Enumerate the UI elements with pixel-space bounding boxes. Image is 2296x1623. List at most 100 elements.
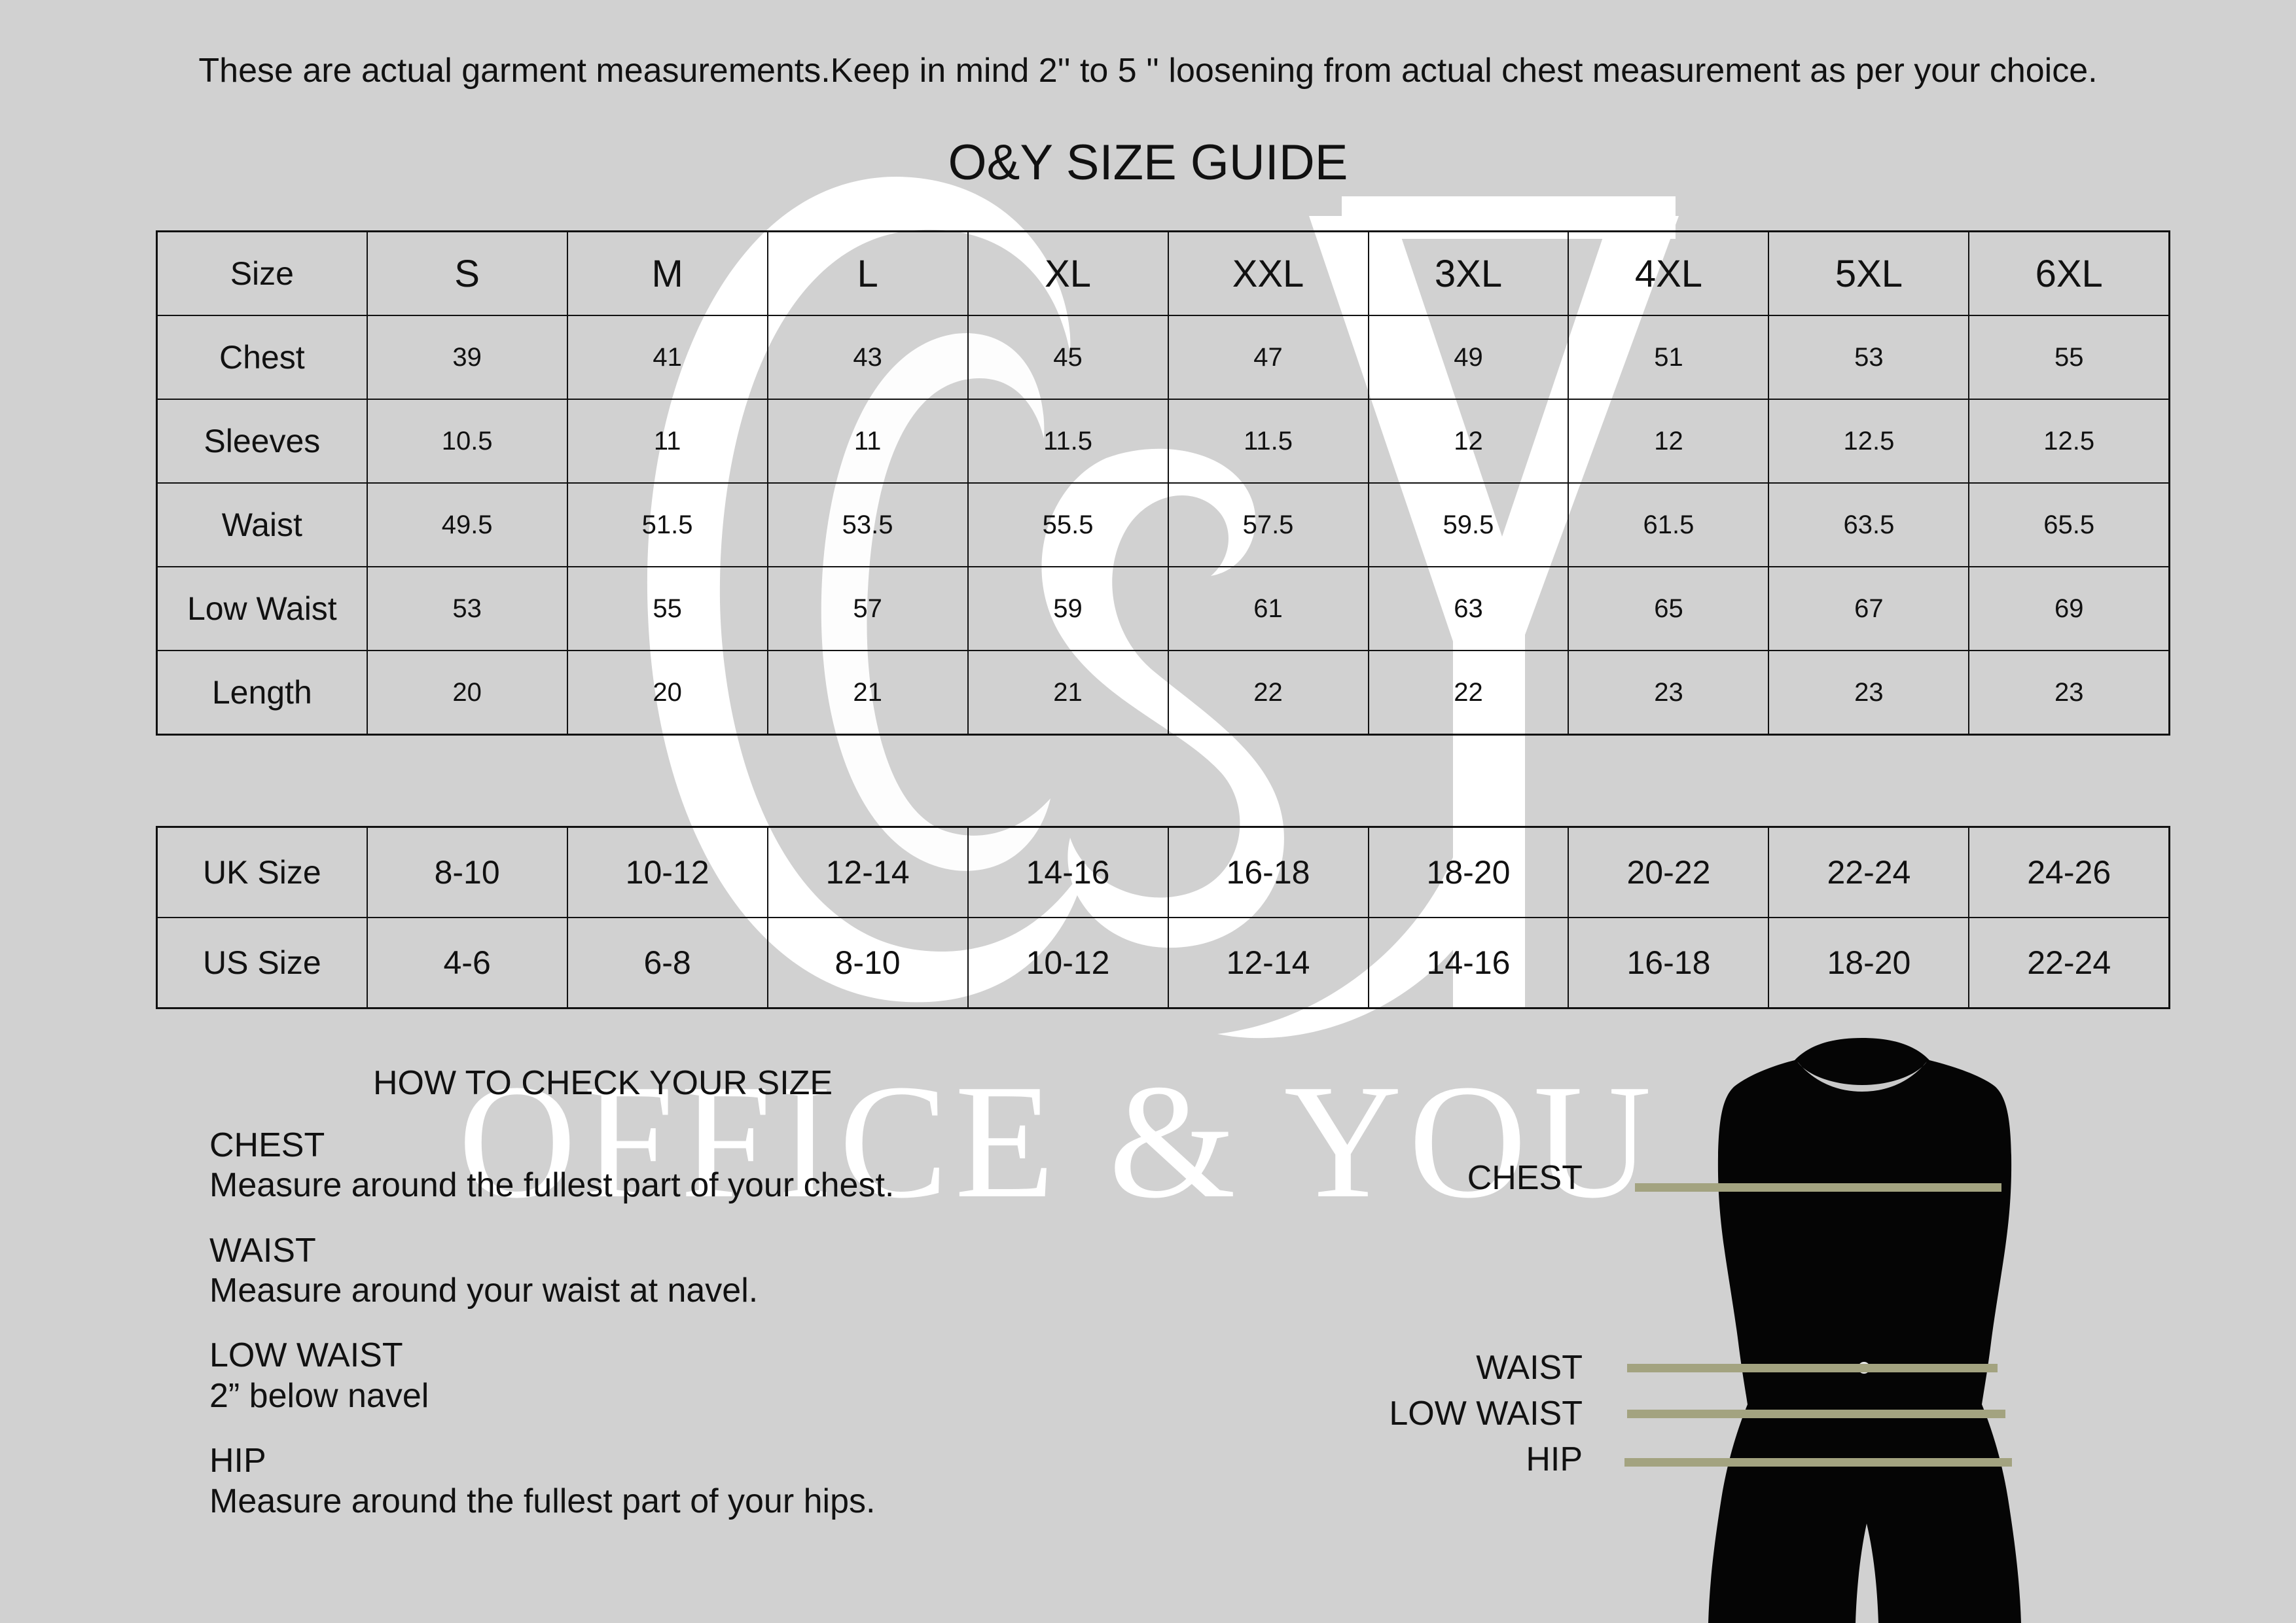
cell-sleeves-xxl: 11.5 xyxy=(1167,399,1369,484)
cell-waist-4xl: 61.5 xyxy=(1568,482,1770,567)
cell-length-xxl: 22 xyxy=(1167,650,1369,736)
cell-chest-4xl: 51 xyxy=(1568,315,1770,400)
table-header-row: Size S M L XL XXL 3XL 4XL 5XL 6XL xyxy=(156,230,2170,316)
cell-uk-6xl: 24-26 xyxy=(1968,826,2170,918)
cell-sleeves-l: 11 xyxy=(766,399,969,484)
cell-uk-l: 12-14 xyxy=(766,826,969,918)
table-row: Waist 49.5 51.5 53.5 55.5 57.5 59.5 61.5… xyxy=(156,482,2170,567)
cell-sleeves-m: 11 xyxy=(566,399,768,484)
cell-chest-6xl: 55 xyxy=(1968,315,2170,400)
mannequin-label-chest: CHEST xyxy=(1467,1159,1583,1197)
cell-length-4xl: 23 xyxy=(1568,650,1770,736)
cell-low-waist-6xl: 69 xyxy=(1968,566,2170,651)
cell-us-xxl: 12-14 xyxy=(1167,917,1369,1009)
cell-us-m: 6-8 xyxy=(566,917,768,1009)
header-size-xl: XL xyxy=(967,230,1169,316)
cell-sleeves-xl: 11.5 xyxy=(967,399,1169,484)
cell-sleeves-6xl: 12.5 xyxy=(1968,399,2170,484)
header-size-s: S xyxy=(366,230,568,316)
table-row: Sleeves 10.5 11 11 11.5 11.5 12 12 12.5 … xyxy=(156,399,2170,484)
cell-low-waist-s: 53 xyxy=(366,566,568,651)
cell-low-waist-5xl: 67 xyxy=(1768,566,1970,651)
header-size-3xl: 3XL xyxy=(1367,230,1570,316)
cell-low-waist-m: 55 xyxy=(566,566,768,651)
header-size-6xl: 6XL xyxy=(1968,230,2170,316)
cell-sleeves-3xl: 12 xyxy=(1367,399,1570,484)
cell-length-m: 20 xyxy=(566,650,768,736)
cell-waist-6xl: 65.5 xyxy=(1968,482,2170,567)
cell-low-waist-l: 57 xyxy=(766,566,969,651)
cell-chest-l: 43 xyxy=(766,315,969,400)
cell-waist-m: 51.5 xyxy=(566,482,768,567)
cell-chest-xl: 45 xyxy=(967,315,1169,400)
intro-note: These are actual garment measurements.Ke… xyxy=(198,52,2098,90)
cell-length-s: 20 xyxy=(366,650,568,736)
cell-uk-s: 8-10 xyxy=(366,826,568,918)
cell-waist-xl: 55.5 xyxy=(967,482,1169,567)
cell-low-waist-xl: 59 xyxy=(967,566,1169,651)
table-row: Chest 39 41 43 45 47 49 51 53 55 xyxy=(156,315,2170,400)
row-label-uk-size: UK Size xyxy=(156,826,368,918)
cell-length-3xl: 22 xyxy=(1367,650,1570,736)
row-label-length: Length xyxy=(156,650,368,736)
header-size-l: L xyxy=(766,230,969,316)
howto-list: CHEST Measure around the fullest part of… xyxy=(209,1126,1257,1546)
howto-desc-waist: Measure around your waist at navel. xyxy=(209,1272,759,1310)
page-title: O&Y SIZE GUIDE xyxy=(948,135,1348,190)
row-label-waist: Waist xyxy=(156,482,368,567)
cell-us-6xl: 22-24 xyxy=(1968,917,2170,1009)
howto-term-hip: HIP xyxy=(209,1442,266,1480)
cell-waist-3xl: 59.5 xyxy=(1367,482,1570,567)
cell-length-xl: 21 xyxy=(967,650,1169,736)
cell-us-3xl: 14-16 xyxy=(1367,917,1570,1009)
cell-us-5xl: 18-20 xyxy=(1768,917,1970,1009)
cell-length-5xl: 23 xyxy=(1768,650,1970,736)
cell-chest-m: 41 xyxy=(566,315,768,400)
row-label-sleeves: Sleeves xyxy=(156,399,368,484)
cell-low-waist-4xl: 65 xyxy=(1568,566,1770,651)
howto-term-low-waist: LOW WAIST xyxy=(209,1336,403,1375)
cell-sleeves-s: 10.5 xyxy=(366,399,568,484)
mannequin-figure xyxy=(1427,1034,2296,1623)
cell-us-xl: 10-12 xyxy=(967,917,1169,1009)
howto-item-waist: WAIST Measure around your waist at navel… xyxy=(209,1231,1257,1311)
table-row: US Size 4-6 6-8 8-10 10-12 12-14 14-16 1… xyxy=(156,917,2170,1009)
cell-sleeves-5xl: 12.5 xyxy=(1768,399,1970,484)
cell-length-6xl: 23 xyxy=(1968,650,2170,736)
measurement-table: Size S M L XL XXL 3XL 4XL 5XL 6XL Chest … xyxy=(156,230,2170,736)
cell-chest-xxl: 47 xyxy=(1167,315,1369,400)
table-row: Length 20 20 21 21 22 22 23 23 23 xyxy=(156,650,2170,736)
row-label-chest: Chest xyxy=(156,315,368,400)
cell-uk-4xl: 20-22 xyxy=(1568,826,1770,918)
cell-low-waist-3xl: 63 xyxy=(1367,566,1570,651)
row-label-low-waist: Low Waist xyxy=(156,566,368,651)
region-size-table: UK Size 8-10 10-12 12-14 14-16 16-18 18-… xyxy=(156,826,2170,1009)
cell-length-l: 21 xyxy=(766,650,969,736)
cell-uk-5xl: 22-24 xyxy=(1768,826,1970,918)
cell-uk-xl: 14-16 xyxy=(967,826,1169,918)
cell-uk-m: 10-12 xyxy=(566,826,768,918)
howto-desc-hip: Measure around the fullest part of your … xyxy=(209,1482,876,1520)
howto-item-hip: HIP Measure around the fullest part of y… xyxy=(209,1441,1257,1522)
cell-uk-3xl: 18-20 xyxy=(1367,826,1570,918)
howto-heading: HOW TO CHECK YOUR SIZE xyxy=(373,1064,833,1102)
cell-uk-xxl: 16-18 xyxy=(1167,826,1369,918)
mannequin-label-low-waist: LOW WAIST xyxy=(1389,1395,1583,1433)
header-size-4xl: 4XL xyxy=(1568,230,1770,316)
cell-chest-5xl: 53 xyxy=(1768,315,1970,400)
cell-us-4xl: 16-18 xyxy=(1568,917,1770,1009)
header-size-label: Size xyxy=(156,230,368,316)
row-label-us-size: US Size xyxy=(156,917,368,1009)
howto-desc-low-waist: 2” below navel xyxy=(209,1376,429,1415)
howto-desc-chest: Measure around the fullest part of your … xyxy=(209,1166,895,1205)
cell-chest-3xl: 49 xyxy=(1367,315,1570,400)
mannequin-label-hip: HIP xyxy=(1526,1440,1583,1478)
howto-term-waist: WAIST xyxy=(209,1231,316,1270)
table-row: UK Size 8-10 10-12 12-14 14-16 16-18 18-… xyxy=(156,826,2170,918)
cell-waist-l: 53.5 xyxy=(766,482,969,567)
header-size-m: M xyxy=(566,230,768,316)
header-size-xxl: XXL xyxy=(1167,230,1369,316)
cell-chest-s: 39 xyxy=(366,315,568,400)
cell-waist-5xl: 63.5 xyxy=(1768,482,1970,567)
